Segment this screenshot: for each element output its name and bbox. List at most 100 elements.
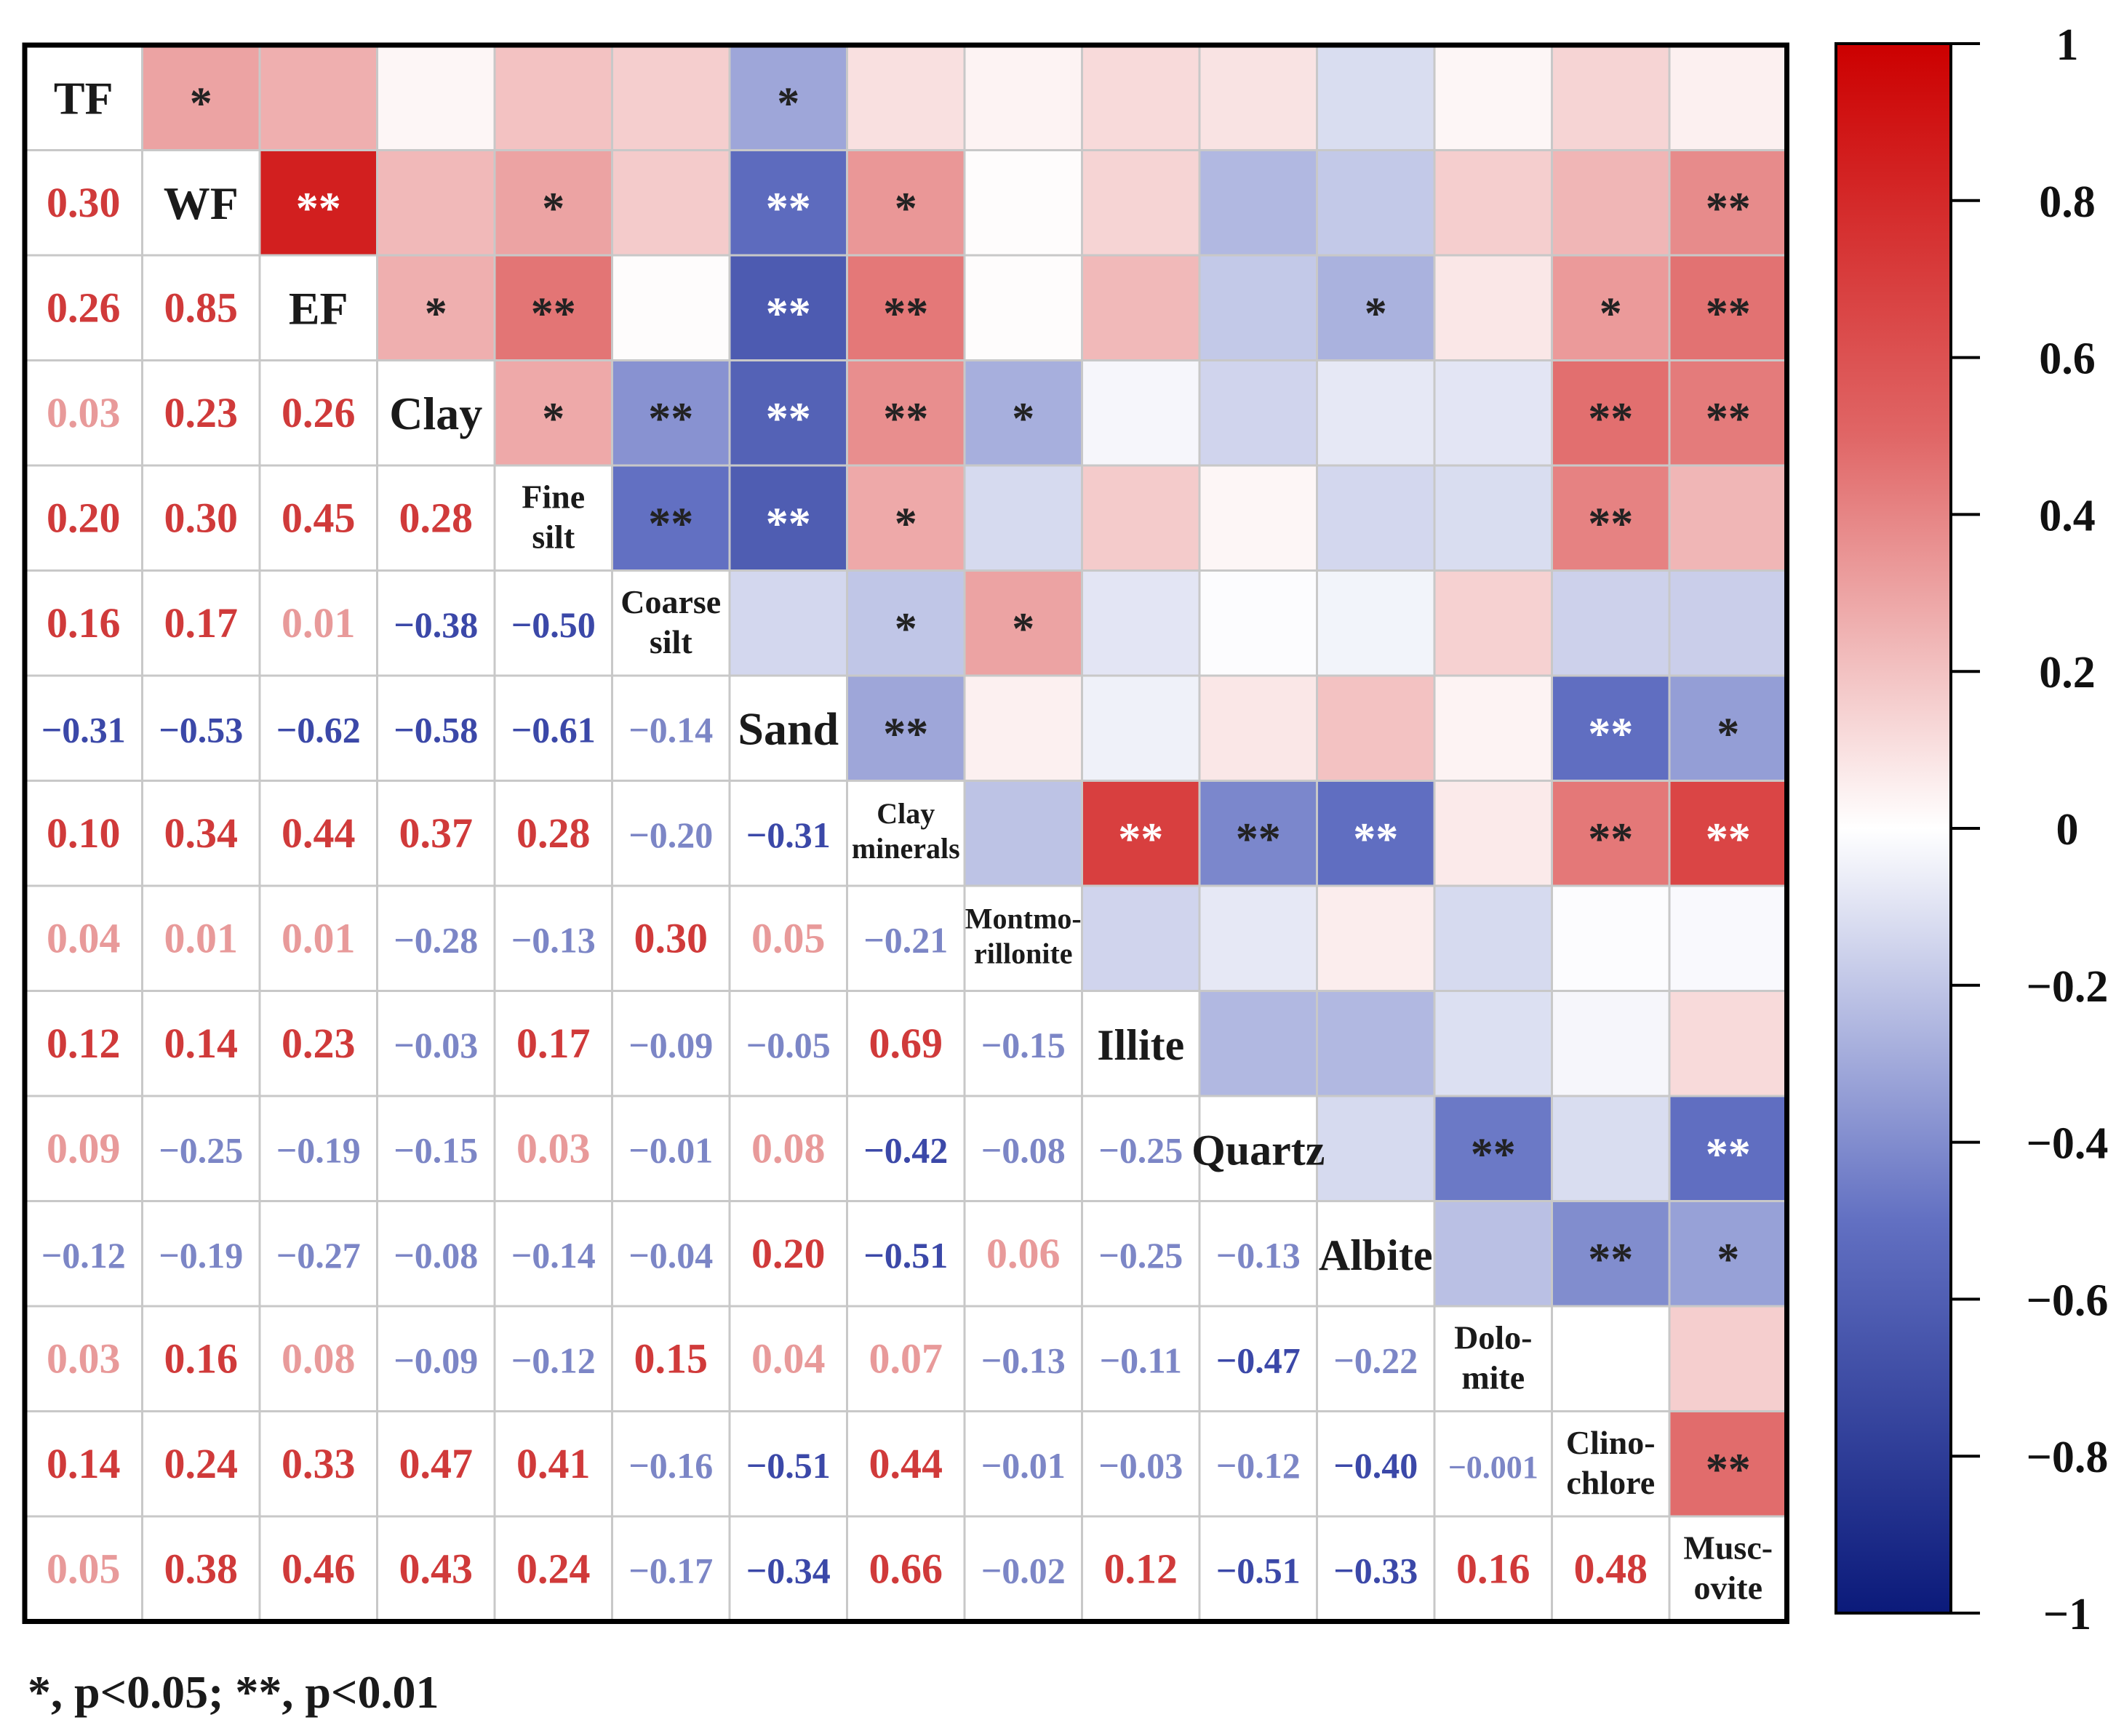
heatmap-cell bbox=[847, 570, 965, 676]
heatmap-cell bbox=[1552, 1096, 1669, 1201]
significance-marker: * bbox=[1012, 394, 1034, 444]
correlation-value: 0.01 bbox=[282, 914, 356, 961]
heatmap-cell bbox=[1552, 150, 1669, 255]
heatmap-cell bbox=[1669, 45, 1787, 151]
heatmap-cell bbox=[1082, 360, 1199, 465]
colorbar-tick-label: 0.2 bbox=[2039, 648, 2096, 697]
heatmap-cell bbox=[377, 255, 495, 361]
correlation-value: 0.05 bbox=[47, 1545, 121, 1592]
correlation-value: −0.09 bbox=[628, 1025, 713, 1065]
correlation-value: 0.41 bbox=[516, 1440, 591, 1487]
significance-marker: * bbox=[895, 604, 917, 654]
heatmap-cell bbox=[1434, 45, 1552, 151]
correlation-value: 0.37 bbox=[399, 809, 474, 857]
heatmap-cell bbox=[1317, 150, 1434, 255]
correlation-value: −0.40 bbox=[1333, 1445, 1418, 1486]
correlation-value: 0.30 bbox=[634, 914, 708, 961]
heatmap-cell bbox=[1199, 465, 1317, 571]
colorbar-tick-label: 0.6 bbox=[2039, 335, 2096, 384]
heatmap-cell bbox=[1434, 255, 1552, 361]
heatmap-cell bbox=[1317, 780, 1434, 886]
correlation-value: 0.10 bbox=[47, 809, 121, 857]
heatmap-cell bbox=[1434, 676, 1552, 781]
colorbar-tick-label: 0.4 bbox=[2039, 491, 2096, 540]
correlation-value: 0.14 bbox=[164, 1020, 239, 1067]
correlation-value: −0.17 bbox=[628, 1550, 713, 1591]
correlation-value: 0.16 bbox=[1456, 1545, 1530, 1592]
correlation-value: 0.30 bbox=[47, 179, 121, 226]
correlation-value: 0.03 bbox=[516, 1124, 591, 1172]
heatmap-cell bbox=[847, 255, 965, 361]
correlation-value: −0.11 bbox=[1100, 1340, 1182, 1380]
significance-marker: * bbox=[425, 289, 447, 338]
correlation-value: 0.06 bbox=[986, 1230, 1061, 1277]
correlation-value: −0.21 bbox=[863, 919, 948, 960]
significance-marker: ** bbox=[1588, 1235, 1633, 1284]
variable-label: Montmo-rillonite bbox=[965, 902, 1082, 969]
significance-marker: ** bbox=[1236, 815, 1281, 864]
heatmap-cell bbox=[847, 360, 965, 465]
correlation-value: −0.22 bbox=[1333, 1340, 1418, 1380]
variable-label: TF bbox=[54, 72, 113, 124]
significance-marker: ** bbox=[1706, 815, 1751, 864]
heatmap-cell bbox=[1199, 45, 1317, 151]
significance-marker: ** bbox=[766, 289, 811, 338]
correlation-value: 0.09 bbox=[47, 1124, 121, 1172]
variable-label: Fine silt bbox=[522, 478, 585, 555]
correlation-value: −0.09 bbox=[394, 1340, 478, 1380]
significance-marker: * bbox=[542, 394, 564, 444]
correlation-value: 0.08 bbox=[751, 1124, 826, 1172]
correlation-value: 0.03 bbox=[47, 1335, 121, 1382]
correlation-value: −0.50 bbox=[511, 604, 596, 645]
correlation-value: 0.44 bbox=[869, 1440, 943, 1487]
correlation-value: 0.16 bbox=[47, 599, 121, 647]
heatmap-cell bbox=[1669, 465, 1787, 571]
correlation-value: −0.12 bbox=[1216, 1445, 1301, 1486]
colorbar-tick-label: 0.8 bbox=[2039, 177, 2096, 227]
significance-marker: ** bbox=[531, 289, 576, 338]
heatmap-cell bbox=[1434, 465, 1552, 571]
heatmap-cell bbox=[1082, 150, 1199, 255]
colorbar-tick-label: −0.4 bbox=[2027, 1119, 2109, 1169]
significance-marker: ** bbox=[766, 394, 811, 444]
correlation-value: −0.27 bbox=[276, 1235, 361, 1276]
heatmap-cell bbox=[612, 255, 730, 361]
heatmap-cell bbox=[1199, 991, 1317, 1096]
significance-footnote: *, p<0.05; **, p<0.01 bbox=[28, 1666, 439, 1718]
significance-marker: * bbox=[1717, 709, 1739, 759]
colorbar-tick-label: 0 bbox=[2056, 805, 2079, 855]
correlation-value: −0.14 bbox=[628, 709, 713, 750]
significance-marker: ** bbox=[1706, 1129, 1751, 1179]
significance-marker: * bbox=[1012, 604, 1034, 654]
heatmap-cell bbox=[1199, 255, 1317, 361]
correlation-value: 0.33 bbox=[282, 1440, 356, 1487]
heatmap-text: * *** * ** * *** ** ** ** * * *** ** ** ** * ** **** ** * **… bbox=[41, 72, 1773, 1606]
significance-marker: ** bbox=[766, 499, 811, 548]
heatmap-cell bbox=[1317, 570, 1434, 676]
correlation-value: −0.16 bbox=[628, 1445, 713, 1486]
correlation-value: 0.23 bbox=[164, 389, 239, 436]
correlation-value: 0.12 bbox=[47, 1020, 121, 1067]
heatmap-cell bbox=[1082, 255, 1199, 361]
heatmap-cell bbox=[495, 360, 612, 465]
heatmap-cell bbox=[1199, 360, 1317, 465]
significance-marker: * bbox=[542, 184, 564, 233]
significance-marker: ** bbox=[1706, 184, 1751, 233]
correlation-value: 0.66 bbox=[869, 1545, 943, 1592]
heatmap-cell bbox=[1669, 780, 1787, 886]
correlation-value: 0.30 bbox=[164, 494, 239, 541]
correlation-value: 0.08 bbox=[282, 1335, 356, 1382]
variable-label: Coarse silt bbox=[620, 583, 721, 660]
heatmap-cell bbox=[612, 360, 730, 465]
heatmap-cell bbox=[1434, 991, 1552, 1096]
correlation-value: −0.01 bbox=[981, 1445, 1066, 1486]
heatmap-cell bbox=[730, 150, 847, 255]
correlation-value: 0.12 bbox=[1104, 1545, 1178, 1592]
heatmap-cell bbox=[1082, 676, 1199, 781]
correlation-value: 0.20 bbox=[47, 494, 121, 541]
heatmap-cell bbox=[377, 45, 495, 151]
heatmap-cell bbox=[965, 570, 1082, 676]
heatmap-cell bbox=[612, 150, 730, 255]
heatmap-cell bbox=[1082, 570, 1199, 676]
heatmap-cell bbox=[965, 360, 1082, 465]
